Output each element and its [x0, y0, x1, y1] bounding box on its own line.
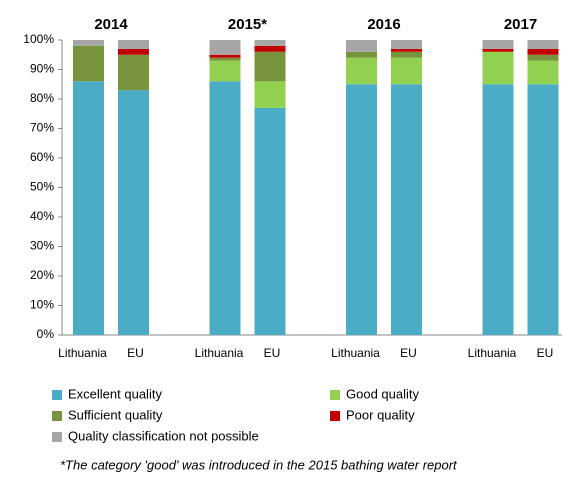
bar-segment — [482, 48, 514, 52]
y-tick-label: 40% — [30, 209, 54, 223]
group-label: 2017 — [504, 16, 537, 33]
bar-segment — [527, 60, 559, 85]
y-tick-label: 100% — [23, 32, 54, 46]
legend-label: Excellent quality — [68, 386, 162, 401]
legend-label: Good quality — [346, 386, 419, 401]
group-label: 2014 — [94, 16, 128, 33]
group-label: 2015* — [228, 16, 267, 33]
legend-label: Sufficient quality — [68, 407, 163, 422]
bar-segment — [391, 57, 422, 85]
y-tick-label: 80% — [30, 91, 54, 105]
y-tick-label: 0% — [37, 327, 55, 341]
bar-segment — [118, 54, 149, 91]
y-tick-label: 70% — [30, 121, 54, 135]
bar-segment — [391, 48, 422, 52]
bar-segment — [391, 84, 422, 335]
bar-segment — [527, 40, 559, 49]
bar-segment — [482, 51, 514, 85]
legend-label: Quality classification not possible — [68, 428, 259, 443]
y-tick-label: 10% — [30, 298, 54, 312]
legend-label: Poor quality — [346, 407, 415, 422]
bar-segment — [391, 51, 422, 58]
bar-segment — [254, 45, 286, 52]
footnote: *The category 'good' was introduced in t… — [60, 457, 458, 472]
legend-swatch — [330, 411, 340, 421]
bar-segment — [527, 54, 559, 61]
bar-segment — [527, 48, 559, 55]
y-tick-label: 20% — [30, 268, 54, 282]
bar-segment — [527, 84, 559, 335]
x-tick-label: EU — [264, 346, 281, 360]
x-tick-label: Lithuania — [195, 346, 244, 360]
bar-segment — [482, 84, 514, 335]
bar-segment — [346, 40, 377, 52]
bar-segment — [346, 51, 377, 58]
y-tick-label: 60% — [30, 150, 54, 164]
bar-segment — [209, 54, 241, 58]
bar-segment — [209, 81, 241, 335]
bar-segment — [346, 84, 377, 335]
bar-segment — [209, 60, 241, 82]
legend-swatch — [52, 390, 62, 400]
bar-segment — [254, 51, 286, 82]
bar-segment — [254, 107, 286, 335]
bar-segment — [209, 57, 241, 61]
x-tick-label: Lithuania — [331, 346, 380, 360]
x-tick-label: Lithuania — [58, 346, 107, 360]
x-tick-label: EU — [537, 346, 554, 360]
y-tick-label: 50% — [30, 180, 54, 194]
bar-segment — [73, 40, 104, 46]
legend-swatch — [52, 432, 62, 442]
x-tick-label: EU — [400, 346, 417, 360]
bar-segment — [346, 57, 377, 85]
legend-swatch — [330, 390, 340, 400]
y-tick-label: 90% — [30, 62, 54, 76]
x-tick-label: Lithuania — [468, 346, 517, 360]
bar-segment — [118, 90, 149, 336]
bar-segment — [391, 40, 422, 49]
bar-segment — [482, 40, 514, 49]
group-label: 2016 — [367, 16, 400, 33]
y-tick-label: 30% — [30, 239, 54, 253]
legend-swatch — [52, 411, 62, 421]
x-tick-label: EU — [127, 346, 144, 360]
bar-segment — [254, 81, 286, 108]
bar-segment — [209, 40, 241, 55]
bar-segment — [73, 81, 104, 335]
bar-segment — [118, 40, 149, 49]
bar-segment — [118, 48, 149, 55]
bar-segment — [73, 45, 104, 82]
bar-segment — [254, 40, 286, 46]
